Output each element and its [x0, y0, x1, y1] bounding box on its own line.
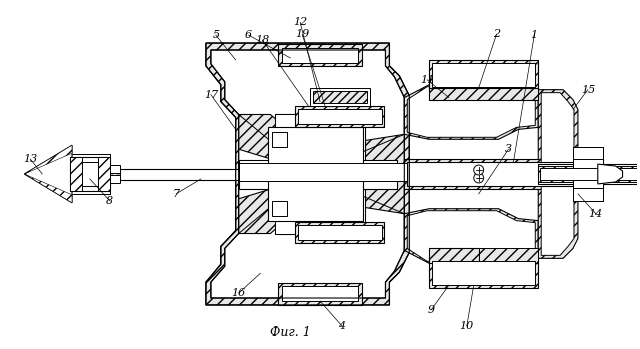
- Polygon shape: [404, 209, 538, 263]
- Bar: [282, 286, 358, 301]
- Bar: [275, 114, 365, 233]
- Bar: [573, 188, 603, 201]
- Bar: [429, 60, 538, 90]
- Text: 4: 4: [339, 321, 346, 331]
- Bar: [432, 63, 535, 87]
- Polygon shape: [275, 114, 365, 233]
- Bar: [109, 175, 120, 183]
- Bar: [429, 258, 538, 288]
- Bar: [109, 165, 120, 173]
- Bar: [295, 105, 385, 127]
- Bar: [273, 201, 287, 216]
- Text: 6: 6: [245, 30, 252, 40]
- Polygon shape: [541, 92, 574, 255]
- Bar: [295, 222, 385, 244]
- Bar: [573, 147, 603, 201]
- Text: 19: 19: [295, 29, 309, 39]
- Bar: [538, 166, 640, 182]
- Text: 2: 2: [493, 29, 500, 39]
- Bar: [407, 162, 600, 186]
- Polygon shape: [24, 145, 72, 174]
- Text: 11: 11: [420, 75, 435, 85]
- Bar: [273, 132, 287, 147]
- Bar: [98, 157, 109, 191]
- Bar: [278, 44, 362, 66]
- Bar: [429, 88, 538, 99]
- Polygon shape: [598, 164, 623, 184]
- Text: 16: 16: [232, 288, 246, 298]
- Polygon shape: [407, 87, 535, 137]
- Text: 5: 5: [212, 30, 220, 40]
- Bar: [540, 168, 640, 180]
- Bar: [538, 164, 640, 184]
- Bar: [310, 88, 370, 105]
- Circle shape: [474, 165, 484, 175]
- Polygon shape: [24, 145, 72, 203]
- Bar: [429, 248, 479, 263]
- Bar: [298, 225, 381, 240]
- Text: 1: 1: [531, 30, 538, 40]
- Bar: [479, 248, 538, 263]
- Bar: [313, 91, 367, 103]
- Bar: [432, 261, 535, 285]
- Text: 18: 18: [255, 35, 269, 45]
- Polygon shape: [239, 114, 320, 233]
- Polygon shape: [206, 43, 410, 305]
- Text: Фиг. 1: Фиг. 1: [270, 326, 310, 339]
- Text: 13: 13: [23, 154, 38, 164]
- Bar: [239, 163, 407, 181]
- Polygon shape: [211, 50, 404, 298]
- Bar: [404, 159, 603, 189]
- Bar: [70, 157, 109, 191]
- Text: 14: 14: [589, 209, 603, 219]
- Text: 15: 15: [580, 85, 595, 95]
- Polygon shape: [24, 174, 72, 203]
- Text: 12: 12: [293, 17, 307, 27]
- Text: 10: 10: [460, 321, 474, 331]
- Circle shape: [474, 173, 484, 183]
- Polygon shape: [310, 134, 404, 214]
- Bar: [82, 162, 98, 186]
- Bar: [120, 169, 273, 180]
- Bar: [239, 160, 397, 189]
- Bar: [70, 157, 82, 191]
- Text: 9: 9: [428, 305, 435, 315]
- Polygon shape: [407, 211, 535, 261]
- Text: 17: 17: [204, 90, 218, 100]
- Text: 3: 3: [505, 144, 512, 154]
- Bar: [268, 127, 363, 221]
- Bar: [298, 109, 381, 124]
- Bar: [278, 283, 362, 305]
- Polygon shape: [538, 90, 578, 258]
- Text: 8: 8: [106, 196, 113, 206]
- Bar: [573, 147, 603, 159]
- Polygon shape: [404, 85, 538, 139]
- Text: 7: 7: [173, 189, 180, 199]
- Bar: [282, 48, 358, 63]
